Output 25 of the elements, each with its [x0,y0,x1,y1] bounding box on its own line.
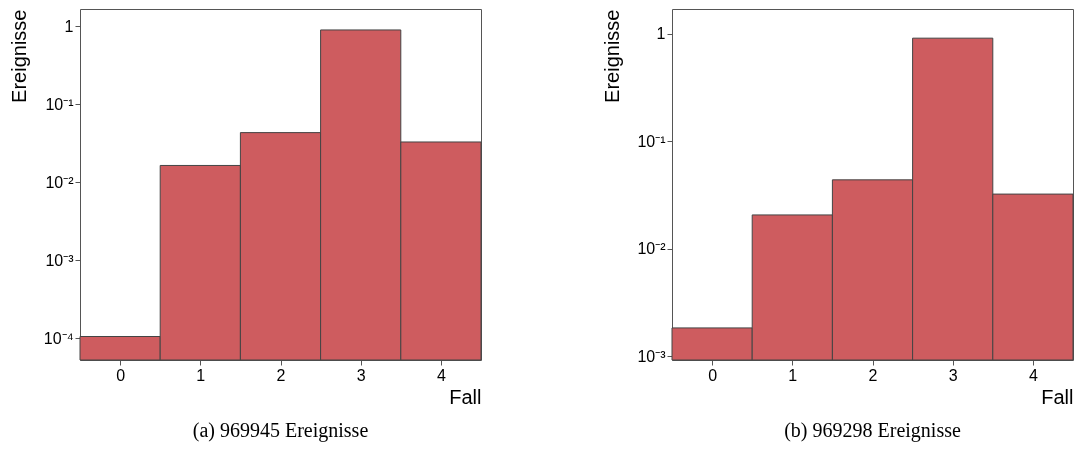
y-tick-label: 10⁻³ [637,347,667,365]
y-tick-label: 1 [656,25,666,43]
y-tick-label: 1 [64,17,74,35]
y-tick-label: 10⁻² [45,173,75,191]
x-axis-title: Fall [1041,385,1074,408]
y-tick-label: 10⁻² [637,240,667,258]
y-tick-label: 10⁻³ [45,251,75,269]
x-tick-label: 0 [708,366,718,384]
x-tick-label: 1 [788,366,798,384]
x-tick-label: 3 [948,366,958,384]
y-tick-label: 10⁻¹ [637,132,666,150]
y-tick-label: 10⁻⁴ [43,329,74,347]
y-axis-title: Ereignisse [7,9,30,103]
y-tick-label: 10⁻¹ [45,95,74,113]
x-tick-label: 4 [436,366,446,384]
x-tick-label: 1 [196,366,206,384]
x-tick-label: 2 [868,366,878,384]
y-axis-title: Ereignisse [601,9,624,103]
text: (a) 969945 Ereignisse [192,419,369,442]
x-tick-label: 3 [356,366,366,384]
text: (b) 969298 Ereignisse [784,419,961,442]
x-tick-label: 0 [116,366,126,384]
x-tick-label: 2 [276,366,286,384]
x-axis-title: Fall [449,385,482,408]
x-tick-label: 4 [1028,366,1038,384]
